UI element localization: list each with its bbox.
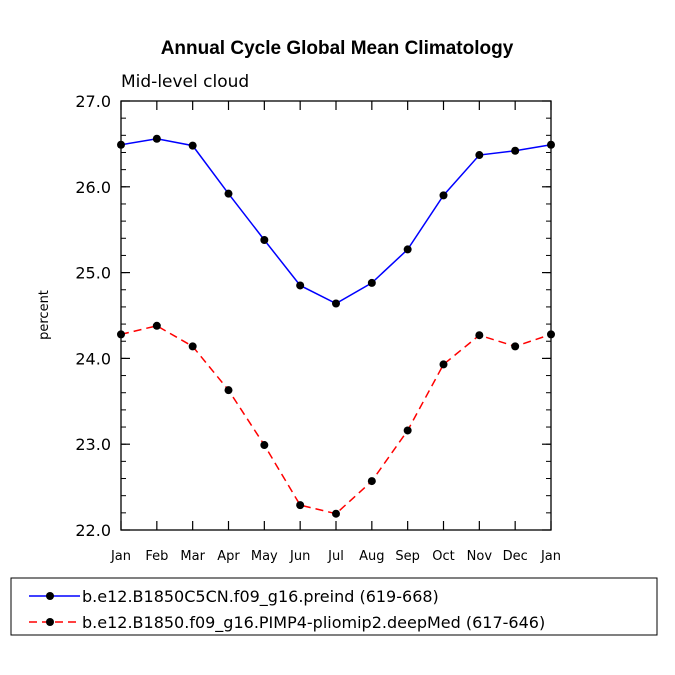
x-tick-label: Oct <box>432 549 454 564</box>
data-point <box>332 509 340 518</box>
x-tick-label: Jun <box>289 549 310 564</box>
data-point <box>403 245 412 254</box>
y-tick-label: 24.0 <box>75 349 111 368</box>
axes: 22.0 23.0 24.0 25.0 26.0 27.0 Jan Feb Mar Apr May J… <box>75 92 561 564</box>
data-point <box>152 134 161 143</box>
data-point <box>547 140 555 149</box>
legend-box <box>10 577 658 636</box>
data-point <box>475 331 484 340</box>
data-point <box>260 441 269 450</box>
series-2 <box>117 321 555 518</box>
chart-title: Annual Cycle Global Mean Climatology <box>161 38 514 59</box>
x-tick-label: Apr <box>217 549 240 564</box>
data-point <box>511 342 520 351</box>
data-point <box>260 235 269 244</box>
x-tick-label: Jul <box>327 549 344 564</box>
data-point <box>152 321 161 330</box>
legend-label: b.e12.B1850C5CN.f09_g16.preind (619-668) <box>82 587 439 607</box>
x-tick-label: Jan <box>110 549 131 564</box>
y-tick-label: 22.0 <box>75 521 111 540</box>
legend: b.e12.B1850C5CN.f09_g16.preind (619-668)… <box>10 577 658 636</box>
y-axis-label: percent <box>37 290 52 340</box>
data-point <box>188 141 197 150</box>
x-tick-label: Feb <box>145 549 168 564</box>
x-tick-label: Jan <box>540 549 561 564</box>
series-layer <box>117 134 555 518</box>
data-point <box>296 281 305 290</box>
data-point <box>117 330 125 339</box>
data-point <box>439 191 448 200</box>
series-line <box>120 137 552 305</box>
legend-marker <box>46 592 54 600</box>
x-tick-label: Nov <box>467 549 493 564</box>
series-1 <box>117 134 555 308</box>
plot-frame <box>120 100 552 531</box>
x-tick-label: Aug <box>359 549 384 564</box>
data-point <box>475 151 484 160</box>
y-tick-label: 27.0 <box>75 92 111 111</box>
chart-subtitle: Mid-level cloud <box>121 72 249 92</box>
legend-label: b.e12.B1850.f09_g16.PIMP4-pliomip2.deepM… <box>82 613 545 633</box>
data-point <box>188 342 197 351</box>
series-line <box>120 324 552 515</box>
data-point <box>547 330 555 339</box>
data-point <box>117 140 125 149</box>
data-point <box>224 386 233 395</box>
y-tick-label: 25.0 <box>75 264 111 283</box>
data-point <box>511 146 520 155</box>
x-tick-label: Mar <box>180 549 205 564</box>
data-point <box>224 189 233 198</box>
x-tick-label: Sep <box>395 549 420 564</box>
x-tick-label: Dec <box>503 549 528 564</box>
data-point <box>332 299 340 308</box>
data-point <box>296 501 305 510</box>
y-tick-label: 23.0 <box>75 435 111 454</box>
legend-marker <box>46 618 54 626</box>
data-point <box>367 477 376 486</box>
data-point <box>439 360 448 369</box>
x-tick-label: May <box>251 549 278 564</box>
data-point <box>403 426 412 435</box>
y-tick-label: 26.0 <box>75 178 111 197</box>
data-point <box>367 278 376 287</box>
